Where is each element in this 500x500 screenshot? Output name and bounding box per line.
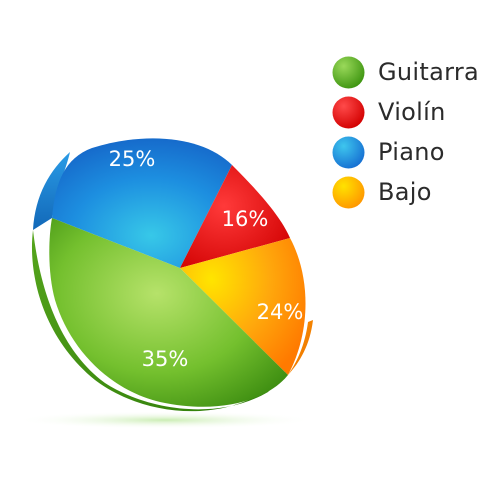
slice-violin [180,165,290,268]
legend-label: Piano [378,138,445,166]
legend-swatch-guitarra [332,56,365,88]
label-guitarra: 35% [142,347,189,371]
slice-piano [52,138,232,268]
legend: Guitarra Violín Piano Bajo [332,52,479,212]
legend-item-piano: Piano [332,132,479,172]
legend-swatch-piano [332,136,365,168]
legend-swatch-violin [332,96,365,128]
legend-label: Violín [378,98,446,126]
pie-top [49,138,306,407]
side-piano [33,152,70,230]
slice-guitarra [49,218,288,407]
legend-item-guitarra: Guitarra [332,52,479,92]
legend-item-violin: Violín [332,92,479,132]
legend-swatch-bajo [332,176,365,208]
legend-label: Bajo [378,178,432,206]
chart-shadow [15,411,315,429]
slice-bajo [180,238,306,375]
label-piano: 25% [109,147,156,171]
legend-label: Guitarra [378,58,480,86]
label-bajo: 24% [257,300,304,324]
slice-labels: 25% 16% 24% 35% [109,147,304,371]
label-violin: 16% [222,207,269,231]
legend-item-bajo: Bajo [332,172,479,212]
side-bajo [288,320,313,375]
